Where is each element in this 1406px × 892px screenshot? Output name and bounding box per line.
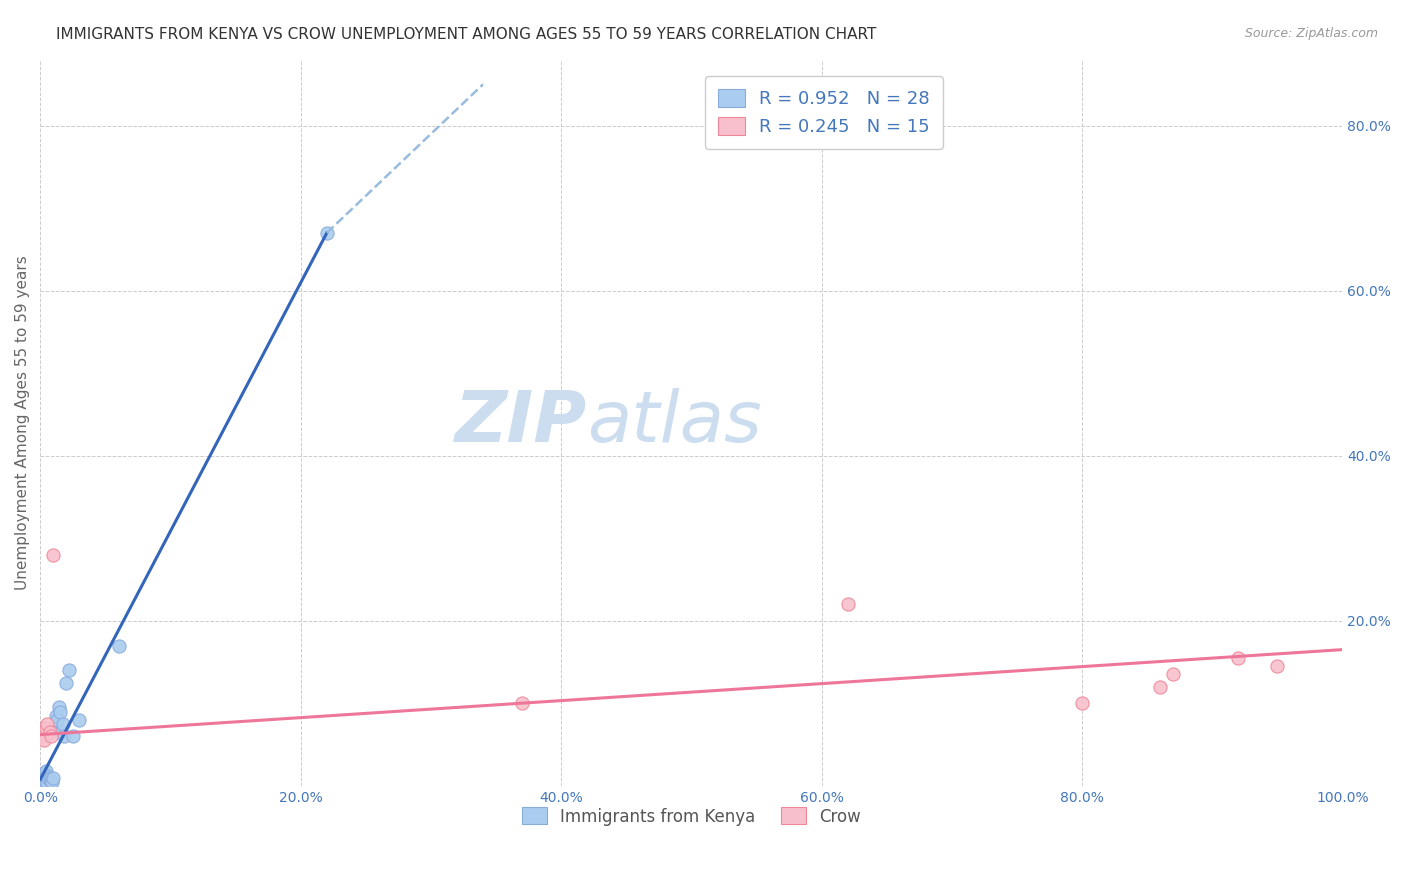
Point bbox=[34, 733, 56, 747]
Text: Source: ZipAtlas.com: Source: ZipAtlas.com bbox=[1244, 27, 1378, 40]
Point bbox=[55, 675, 77, 690]
Point bbox=[46, 713, 69, 727]
Text: IMMIGRANTS FROM KENYA VS CROW UNEMPLOYMENT AMONG AGES 55 TO 59 YEARS CORRELATION: IMMIGRANTS FROM KENYA VS CROW UNEMPLOYME… bbox=[56, 27, 876, 42]
Point bbox=[39, 773, 62, 788]
Point bbox=[315, 226, 337, 240]
Point bbox=[44, 721, 66, 735]
Point bbox=[42, 548, 65, 562]
Point bbox=[45, 708, 67, 723]
Point bbox=[35, 769, 58, 783]
Point bbox=[38, 725, 60, 739]
Point bbox=[51, 725, 73, 739]
Point bbox=[39, 729, 62, 743]
Point bbox=[38, 772, 60, 787]
Point bbox=[35, 717, 58, 731]
Point bbox=[32, 721, 55, 735]
Point bbox=[1265, 659, 1288, 673]
Point bbox=[34, 766, 56, 780]
Text: ZIP: ZIP bbox=[456, 388, 588, 458]
Point bbox=[62, 729, 84, 743]
Point bbox=[34, 774, 56, 789]
Point bbox=[34, 721, 56, 735]
Point bbox=[48, 700, 70, 714]
Point bbox=[51, 717, 73, 731]
Point bbox=[32, 771, 55, 785]
Point bbox=[49, 705, 72, 719]
Point bbox=[1227, 651, 1250, 665]
Point bbox=[34, 764, 56, 778]
Point bbox=[34, 774, 56, 789]
Point bbox=[31, 774, 53, 789]
Point bbox=[1149, 680, 1171, 694]
Point bbox=[42, 771, 65, 785]
Point bbox=[510, 696, 533, 710]
Point bbox=[31, 729, 53, 743]
Point bbox=[35, 776, 58, 790]
Text: atlas: atlas bbox=[588, 388, 762, 458]
Point bbox=[69, 713, 91, 727]
Point bbox=[37, 771, 59, 785]
Point bbox=[1161, 667, 1184, 681]
Y-axis label: Unemployment Among Ages 55 to 59 years: Unemployment Among Ages 55 to 59 years bbox=[15, 255, 30, 591]
Point bbox=[1070, 696, 1092, 710]
Legend: Immigrants from Kenya, Crow: Immigrants from Kenya, Crow bbox=[512, 797, 870, 836]
Point bbox=[107, 639, 129, 653]
Point bbox=[837, 597, 859, 611]
Point bbox=[58, 663, 80, 677]
Point bbox=[52, 729, 75, 743]
Point bbox=[41, 775, 63, 789]
Point bbox=[32, 776, 55, 790]
